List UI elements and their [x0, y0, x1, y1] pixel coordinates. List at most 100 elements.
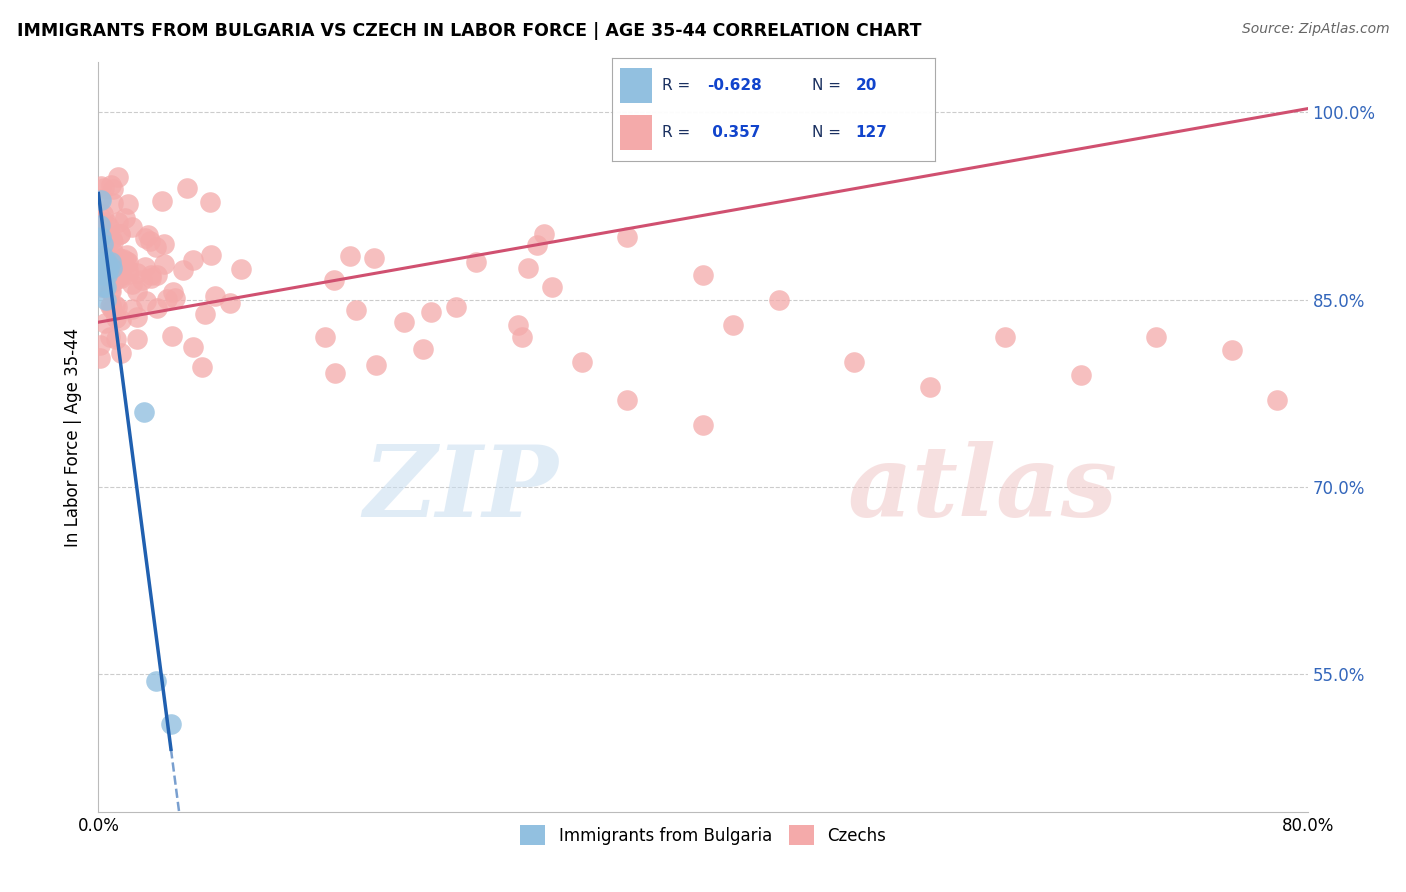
Point: [100, 298, 122, 312]
Point: [100, 285, 122, 299]
Point: [100, 255, 122, 269]
Point: [97, 252, 120, 266]
Point: [198, 194, 221, 209]
Point: [114, 254, 136, 268]
Point: [844, 355, 866, 369]
Point: [117, 197, 139, 211]
Point: [191, 359, 214, 374]
Point: [105, 300, 128, 314]
Point: [156, 292, 179, 306]
Point: [97, 219, 120, 234]
Point: [160, 328, 183, 343]
Point: [89, 192, 111, 206]
Point: [117, 267, 139, 281]
Text: -0.628: -0.628: [707, 78, 762, 93]
Point: [163, 292, 186, 306]
Point: [110, 270, 132, 285]
Point: [93, 248, 115, 262]
Point: [108, 227, 131, 242]
Point: [98, 261, 121, 276]
Point: [89, 256, 111, 270]
Point: [768, 293, 790, 307]
Point: [91, 207, 114, 221]
Point: [994, 330, 1017, 344]
Point: [93, 231, 115, 245]
Point: [90, 279, 112, 293]
Point: [616, 392, 638, 407]
Point: [108, 227, 131, 241]
Text: N =: N =: [813, 78, 846, 93]
Point: [229, 262, 252, 277]
Text: Source: ZipAtlas.com: Source: ZipAtlas.com: [1241, 22, 1389, 37]
Point: [110, 346, 132, 360]
Text: 20: 20: [856, 78, 877, 93]
Point: [145, 268, 167, 282]
Point: [117, 255, 139, 269]
Point: [125, 310, 148, 324]
Point: [723, 318, 745, 332]
Point: [101, 261, 124, 276]
Point: [121, 302, 143, 317]
Point: [176, 181, 198, 195]
Point: [90, 193, 112, 207]
Point: [90, 265, 112, 279]
Point: [121, 277, 143, 291]
Point: [420, 305, 443, 319]
Point: [363, 251, 385, 265]
Point: [90, 217, 112, 231]
Point: [134, 231, 156, 245]
Point: [516, 261, 538, 276]
Y-axis label: In Labor Force | Age 35-44: In Labor Force | Age 35-44: [65, 327, 83, 547]
Point: [218, 295, 240, 310]
Point: [141, 268, 163, 282]
Point: [446, 300, 468, 314]
Point: [153, 237, 176, 252]
Text: N =: N =: [813, 126, 846, 140]
FancyBboxPatch shape: [620, 69, 652, 103]
Point: [96, 255, 118, 269]
Point: [146, 301, 169, 315]
Point: [93, 255, 115, 269]
Point: [112, 252, 135, 266]
Point: [323, 366, 346, 380]
Point: [194, 307, 217, 321]
Point: [314, 330, 336, 344]
Point: [540, 280, 562, 294]
Point: [1267, 392, 1289, 407]
Point: [94, 293, 117, 307]
Point: [139, 271, 162, 285]
Point: [94, 280, 117, 294]
Point: [93, 268, 115, 282]
Point: [91, 261, 114, 276]
Point: [110, 265, 132, 279]
Point: [200, 248, 222, 262]
Point: [93, 280, 115, 294]
Point: [103, 235, 125, 249]
Point: [90, 178, 112, 193]
Point: [90, 254, 112, 268]
Point: [412, 342, 434, 356]
Text: 0.357: 0.357: [707, 126, 761, 140]
Point: [145, 673, 167, 688]
Point: [139, 234, 162, 248]
Point: [392, 315, 415, 329]
Point: [94, 215, 117, 229]
Point: [692, 268, 714, 282]
Point: [103, 274, 125, 288]
Point: [127, 285, 149, 299]
Point: [107, 215, 129, 229]
Point: [101, 231, 124, 245]
Point: [918, 380, 941, 394]
Point: [101, 195, 124, 210]
Point: [93, 253, 115, 268]
Text: R =: R =: [662, 78, 695, 93]
Point: [115, 248, 138, 262]
Point: [616, 230, 638, 244]
Point: [344, 303, 367, 318]
Point: [339, 249, 361, 263]
Point: [89, 351, 111, 366]
Point: [160, 717, 183, 731]
Point: [465, 255, 488, 269]
Point: [104, 310, 127, 325]
Point: [571, 355, 593, 369]
